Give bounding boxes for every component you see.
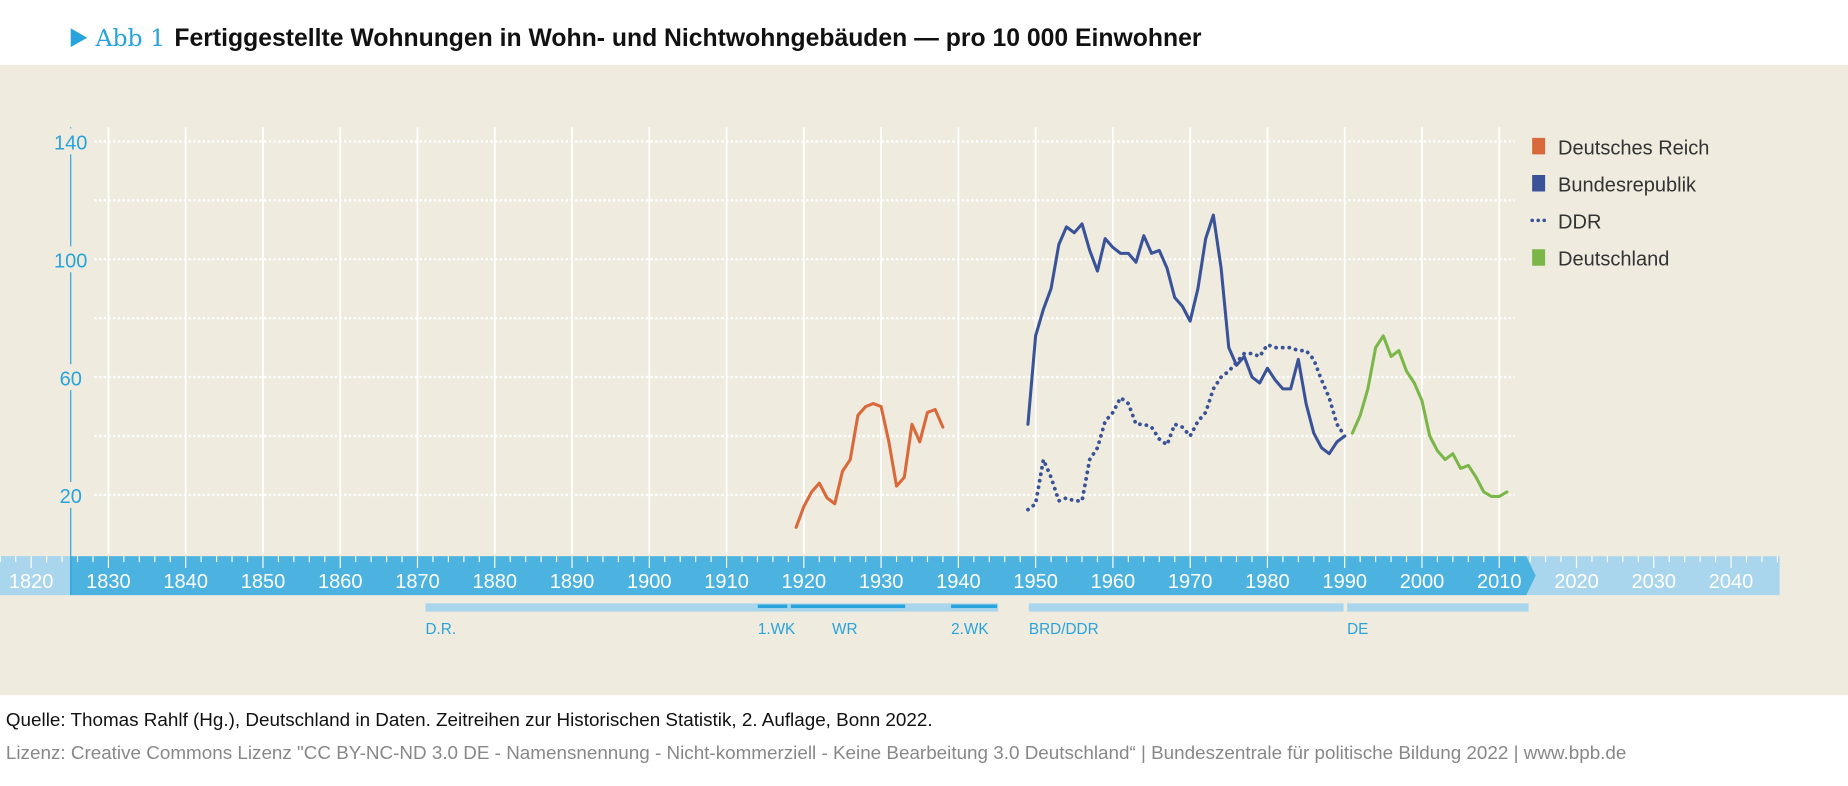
x-tick-label: 1950 xyxy=(1013,571,1058,593)
figure-label: Abb 1 xyxy=(94,24,165,52)
period-bar xyxy=(425,603,999,612)
x-tick-label: 1870 xyxy=(395,571,440,593)
period-bar xyxy=(1028,603,1344,612)
period-label: 2.WK xyxy=(951,621,989,638)
y-tick-label: 20 xyxy=(60,486,82,508)
legend-swatch xyxy=(1532,137,1546,155)
timeline-bar xyxy=(70,556,1536,596)
legend-label: DDR xyxy=(1558,212,1601,234)
period-bar-emphasis xyxy=(790,604,906,609)
series-line-deutsches-reich xyxy=(794,402,945,529)
x-tick-label: 1850 xyxy=(241,571,286,593)
x-tick-label: 2000 xyxy=(1400,571,1445,593)
legend: Deutsches Reich Bundesrepublik DDR Deutschl… xyxy=(1530,137,1709,271)
license-text: Lizenz: Creative Commons Lizenz "CC BY-N… xyxy=(6,742,1626,763)
x-tick-label: 1900 xyxy=(627,571,672,593)
period-bar-emphasis xyxy=(757,604,788,609)
legend-label: Deutsches Reich xyxy=(1558,137,1709,159)
timeline-bar-past xyxy=(0,556,71,596)
x-tick-label: 2010 xyxy=(1477,571,1522,593)
period-bars: D.R. 1.WK WR 2.WK BRD/DDR DE xyxy=(425,603,1529,638)
x-tick-label: 1890 xyxy=(550,571,595,593)
y-tick-bg xyxy=(49,246,92,273)
y-tick-bg xyxy=(49,128,92,155)
x-tick-label: 1920 xyxy=(782,571,827,593)
source-text: Quelle: Thomas Rahlf (Hg.), Deutschland … xyxy=(6,709,933,730)
series-lines xyxy=(794,213,1509,529)
legend-swatch xyxy=(1532,249,1546,266)
x-tick-label: 1880 xyxy=(472,571,517,593)
period-label: D.R. xyxy=(425,621,456,638)
figure-header: Abb 1 Fertiggestellte Wohnungen in Wohn-… xyxy=(70,24,1202,52)
series-line-deutschland xyxy=(1350,334,1509,498)
x-tick-label: 1860 xyxy=(318,571,363,593)
x-tick-label: 2020 xyxy=(1554,571,1599,593)
x-tick-label: 1830 xyxy=(86,571,131,593)
x-tick-label: 1940 xyxy=(936,571,981,593)
x-tick-label: 1930 xyxy=(859,571,904,593)
y-tick-bg xyxy=(49,364,92,391)
x-tick-label: 1820 xyxy=(9,571,54,593)
series-line-bundesrepublik xyxy=(1026,213,1347,456)
y-tick-label: 140 xyxy=(54,133,87,155)
period-label: BRD/DDR xyxy=(1029,621,1099,638)
y-tick-bg xyxy=(49,481,92,508)
series-line-ddr xyxy=(1026,342,1347,512)
x-tick-label: 2030 xyxy=(1632,571,1677,593)
period-label: 1.WK xyxy=(758,621,796,638)
y-axis: 140 100 60 20 xyxy=(49,127,92,596)
legend-label: Bundesrepublik xyxy=(1558,174,1697,196)
y-tick-label: 100 xyxy=(54,251,87,273)
play-triangle-icon xyxy=(70,28,88,48)
x-tick-label: 1980 xyxy=(1245,571,1290,593)
period-bar-emphasis xyxy=(951,604,998,609)
x-tick-label: 1960 xyxy=(1091,571,1136,593)
period-label: DE xyxy=(1347,621,1368,638)
grid xyxy=(94,127,1515,554)
legend-label: Deutschland xyxy=(1558,249,1669,271)
timeline-axis: 1820 1830 1840 1850 1860 1870 1880 1890 1900 1910… xyxy=(0,556,1780,596)
period-bar xyxy=(1347,603,1529,612)
x-tick-label: 2040 xyxy=(1709,571,1754,593)
x-tick-label: 1840 xyxy=(163,571,208,593)
period-label: WR xyxy=(832,621,858,638)
chart-title: Fertiggestellte Wohnungen in Wohn- und N… xyxy=(174,25,1201,52)
x-tick-label: 1990 xyxy=(1322,571,1367,593)
x-tick-label: 1910 xyxy=(704,571,749,593)
y-tick-label: 60 xyxy=(60,368,82,390)
x-tick-label: 1970 xyxy=(1168,571,1213,593)
legend-swatch xyxy=(1532,174,1546,192)
